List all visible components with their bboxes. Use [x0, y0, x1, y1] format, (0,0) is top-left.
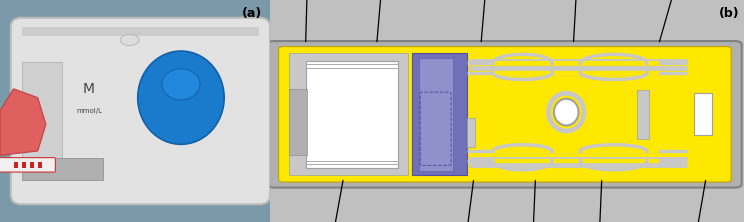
- Text: "Fill end"
electrode 2: "Fill end" electrode 2: [432, 180, 487, 222]
- Text: M: M: [83, 82, 95, 96]
- Bar: [22, 27, 259, 36]
- Bar: [306, 61, 398, 168]
- Ellipse shape: [554, 99, 579, 125]
- Text: (b): (b): [719, 7, 740, 20]
- FancyBboxPatch shape: [0, 158, 55, 172]
- Text: (a): (a): [242, 7, 262, 20]
- Text: "Coagulation" &
"drop detect"
counter electrode: "Coagulation" & "drop detect" counter el…: [275, 180, 360, 222]
- Bar: [22, 158, 103, 180]
- Ellipse shape: [548, 93, 584, 131]
- Text: Sample
inlet: Sample inlet: [366, 0, 401, 42]
- Text: Ag/AgCl
paste: Ag/AgCl paste: [289, 0, 327, 42]
- Bar: [466, 118, 475, 147]
- FancyBboxPatch shape: [278, 47, 731, 182]
- Ellipse shape: [121, 34, 139, 46]
- Ellipse shape: [138, 51, 224, 144]
- Text: "Coagulation"
electrode: "Coagulation" electrode: [650, 0, 715, 42]
- Polygon shape: [0, 89, 46, 155]
- Text: Identification of
parameter: Identification of parameter: [649, 180, 725, 222]
- Bar: [22, 62, 62, 160]
- Bar: [694, 93, 712, 135]
- Text: "Drop detect"
electrode: "Drop detect" electrode: [455, 0, 521, 42]
- Bar: [289, 89, 307, 155]
- Bar: [420, 58, 452, 171]
- Text: Fluidic
network: Fluidic network: [511, 180, 551, 222]
- Text: "Fill end"
electrode 1: "Fill end" electrode 1: [570, 180, 624, 222]
- FancyBboxPatch shape: [11, 18, 270, 204]
- Bar: [638, 90, 650, 139]
- Bar: [289, 53, 408, 175]
- Bar: [38, 162, 42, 168]
- Bar: [13, 162, 18, 168]
- Bar: [22, 162, 25, 168]
- Text: "Coagulation"
chemistry: "Coagulation" chemistry: [545, 0, 611, 42]
- Bar: [30, 162, 33, 168]
- Ellipse shape: [162, 69, 200, 100]
- Bar: [412, 53, 466, 175]
- Text: mmol/L: mmol/L: [76, 108, 102, 114]
- FancyBboxPatch shape: [268, 41, 742, 188]
